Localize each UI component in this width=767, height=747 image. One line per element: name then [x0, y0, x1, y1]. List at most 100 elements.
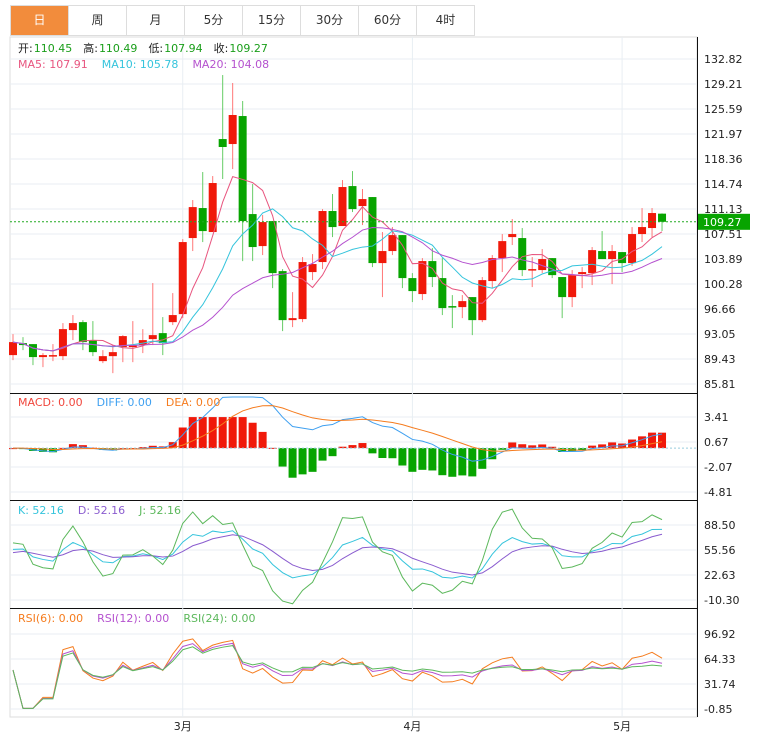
x-axis-label: 3月: [174, 720, 192, 733]
candle-body: [128, 345, 137, 348]
candle-body: [328, 211, 337, 228]
ma5-line: [12, 176, 663, 352]
candle-body: [48, 355, 57, 357]
candle: [368, 197, 377, 268]
macd-bar: [68, 444, 77, 449]
candle: [608, 245, 617, 285]
ma20-line: [12, 226, 663, 352]
current-price-label: 109.27: [703, 216, 742, 229]
tab-5min[interactable]: 5分: [185, 6, 243, 35]
candle-body: [258, 222, 267, 247]
tab-15min[interactable]: 15分: [243, 6, 301, 35]
candle-body: [178, 242, 187, 315]
macd-bar: [658, 432, 667, 449]
candle: [348, 171, 357, 213]
candle: [288, 292, 297, 328]
candle: [508, 219, 517, 246]
kdj-legend: J: 52.16: [138, 504, 181, 517]
candle: [538, 249, 547, 274]
candle-body: [58, 329, 67, 357]
candle: [88, 321, 97, 357]
candle-body: [98, 356, 107, 362]
candle: [328, 194, 337, 238]
main-axis-tick: 129.21: [704, 78, 743, 91]
dea-line: [12, 405, 663, 452]
candle: [58, 323, 67, 361]
tab-day[interactable]: 日: [11, 6, 69, 35]
main-axis-tick: 125.59: [704, 103, 743, 116]
tab-month[interactable]: 月: [127, 6, 185, 35]
macd-bar: [558, 448, 567, 452]
candle-body: [148, 335, 157, 340]
candle-body: [108, 352, 117, 357]
j-line: [12, 508, 663, 605]
candle: [318, 209, 327, 270]
ohlc-value: 109.27: [229, 42, 268, 55]
macd-axis-tick: -2.07: [704, 461, 732, 474]
candle-body: [528, 269, 537, 271]
macd-bar: [528, 445, 537, 449]
macd-bar: [588, 445, 597, 449]
macd-bar: [78, 445, 87, 449]
candle: [338, 180, 347, 227]
candle: [498, 234, 507, 273]
candle: [278, 269, 287, 332]
rsi-legend: RSI(12): 0.00: [97, 612, 169, 625]
main-axis-tick: 85.81: [704, 378, 736, 391]
candle-body: [398, 235, 407, 279]
macd-bar: [298, 448, 307, 475]
candle-body: [558, 277, 567, 298]
macd-bar: [148, 445, 157, 449]
candle-body: [218, 139, 227, 148]
macd-bar: [288, 448, 297, 478]
candle-body: [118, 336, 127, 348]
macd-bar: [178, 427, 187, 449]
candle: [138, 329, 147, 354]
tab-60min[interactable]: 60分: [359, 6, 417, 35]
ohlc-label: 低:: [148, 42, 163, 55]
candle: [38, 353, 47, 368]
main-axis-tick: 96.66: [704, 303, 736, 316]
ma-legend: MA10: 105.78: [102, 58, 179, 71]
candle: [308, 254, 317, 281]
kdj-axis-tick: 22.63: [704, 569, 736, 582]
candle-body: [268, 221, 277, 274]
macd-bar: [38, 448, 47, 452]
x-axis-label: 5月: [613, 720, 631, 733]
tab-30min[interactable]: 30分: [301, 6, 359, 35]
ohlc-value: 107.94: [164, 42, 203, 55]
candle-body: [9, 342, 17, 356]
macd-bar: [488, 448, 497, 460]
candle: [568, 270, 577, 308]
macd-bar: [238, 417, 247, 449]
candle: [9, 334, 17, 361]
macd-bar: [578, 448, 587, 451]
macd-bar: [408, 448, 417, 472]
candle-body: [638, 227, 647, 235]
x-axis-label: 4月: [403, 720, 421, 733]
main-axis-tick: 103.89: [704, 253, 743, 266]
candle-body: [38, 355, 47, 358]
candle: [398, 235, 407, 289]
macd-bar: [638, 436, 647, 449]
candle-body: [308, 264, 317, 273]
kdj-legend: K: 52.16: [18, 504, 64, 517]
macd-axis-tick: -4.81: [704, 486, 732, 499]
candle: [518, 228, 527, 277]
k-line: [12, 528, 663, 579]
macd-bar: [628, 439, 637, 449]
candle-body: [548, 258, 557, 276]
macd-bar: [508, 442, 517, 449]
macd-bar: [258, 431, 267, 449]
ohlc-label: 收:: [214, 41, 229, 55]
candle-body: [458, 301, 467, 308]
kdj-axis-tick: -10.30: [704, 594, 739, 607]
candle: [438, 258, 447, 316]
candle: [588, 247, 597, 286]
tab-4hour[interactable]: 4时: [435, 13, 456, 27]
candle-body: [158, 333, 167, 344]
candle-body: [648, 213, 657, 229]
candle: [148, 283, 157, 346]
tab-week[interactable]: 周: [69, 6, 127, 35]
